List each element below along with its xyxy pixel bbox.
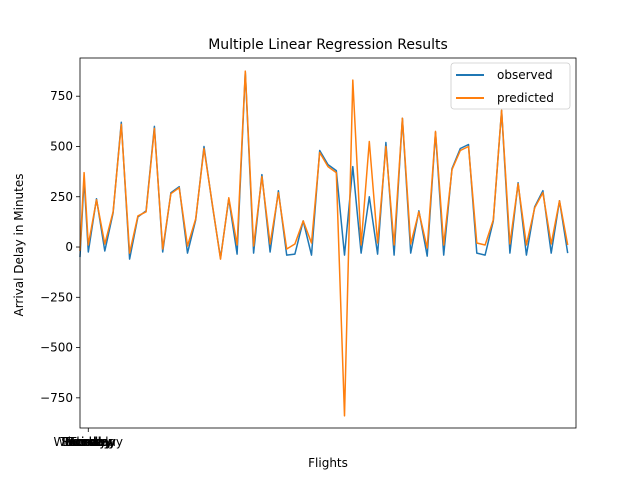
chart-title: Multiple Linear Regression Results bbox=[208, 37, 448, 53]
x-axis-ticks: MondayFridaySundaySaturdaySundayTuesdayW… bbox=[54, 428, 123, 449]
x-tick-label: Saturday bbox=[61, 435, 115, 449]
plot-area-frame bbox=[79, 57, 577, 429]
y-tick-label: 0 bbox=[65, 240, 73, 254]
legend-label-predicted: predicted bbox=[497, 91, 554, 105]
y-tick-label: −250 bbox=[40, 290, 73, 304]
x-tick-label: Sunday bbox=[66, 435, 111, 449]
x-tick-label: Wednesday bbox=[54, 435, 123, 449]
x-tick-label: Tuesday bbox=[63, 435, 113, 449]
series-line-predicted bbox=[79, 70, 569, 417]
legend-label-observed: observed bbox=[497, 68, 553, 82]
y-axis-label: Arrival Delay in Minutes bbox=[12, 173, 26, 316]
y-tick-label: 500 bbox=[50, 139, 73, 153]
y-tick-label: 250 bbox=[50, 190, 73, 204]
y-tick-label: 750 bbox=[50, 89, 73, 103]
x-axis-label: Flights bbox=[308, 456, 348, 470]
y-tick-label: −500 bbox=[40, 341, 73, 355]
x-tick-label: Thursday bbox=[59, 435, 116, 449]
x-tick-label: Friday bbox=[70, 435, 106, 449]
plot-lines bbox=[79, 70, 569, 417]
y-axis-ticks: −750 −500 −250 0 250 500 750 bbox=[40, 89, 80, 405]
series-line-observed bbox=[79, 71, 569, 260]
x-tick-label: Monday bbox=[65, 435, 112, 449]
legend: observed predicted bbox=[450, 62, 571, 110]
x-tick-label: Sunday bbox=[66, 435, 111, 449]
y-tick-label: −750 bbox=[40, 391, 73, 405]
x-tick-label: Friday bbox=[70, 435, 106, 449]
